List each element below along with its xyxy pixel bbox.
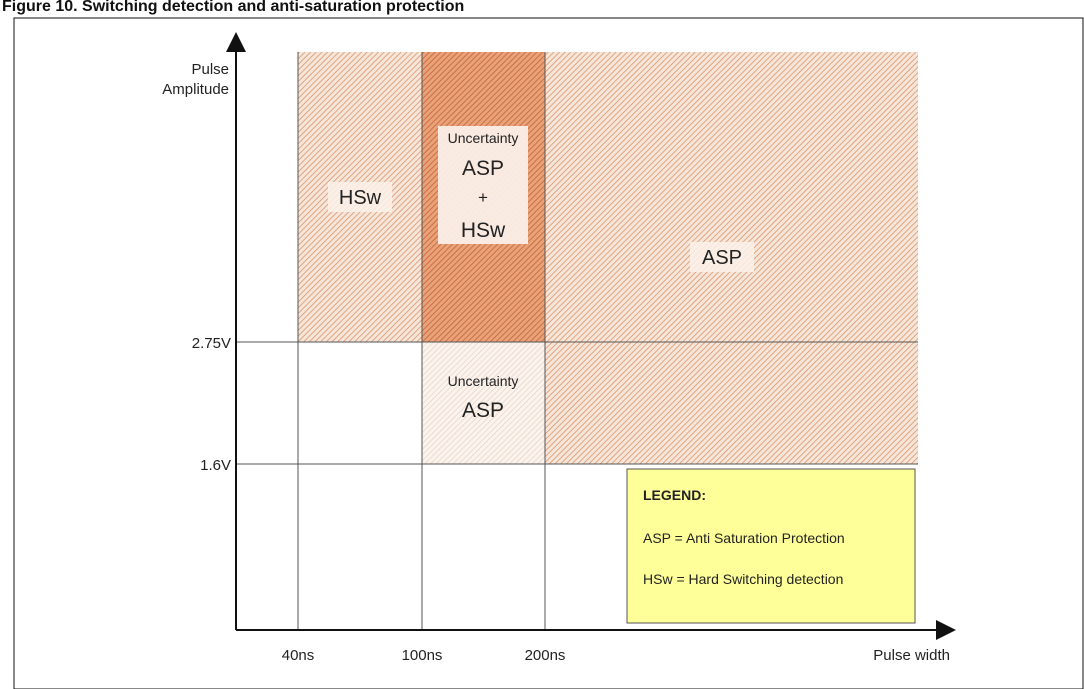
region-uncertainty-asp	[422, 342, 545, 464]
legend-title: LEGEND:	[643, 487, 706, 503]
uncertainty-mid-line1: Uncertainty	[448, 373, 519, 389]
x-tick-label-40ns: 40ns	[282, 647, 315, 664]
figure-title-text: Figure 10. Switching detection and anti-…	[2, 0, 465, 15]
figure-border	[13, 17, 1084, 689]
x-tick-label-100ns: 100ns	[402, 647, 443, 664]
figure-title-fragment: Figure 10. Switching detection and anti-…	[0, 0, 602, 18]
uncertainty-mid-line2: ASP	[462, 399, 504, 422]
legend-box	[626, 468, 916, 624]
region-label-asp: ASP	[702, 247, 742, 269]
uncertainty-top-line3: +	[478, 188, 488, 207]
x-axis-label: Pulse width	[873, 647, 950, 664]
uncertainty-top-line1: Uncertainty	[448, 130, 519, 146]
legend-item-hsw: HSw = Hard Switching detection	[643, 571, 843, 587]
grid-lines	[236, 52, 918, 630]
y-axis-label-line1: Pulse	[191, 61, 229, 78]
legend-item-asp: ASP = Anti Saturation Protection	[643, 530, 845, 546]
x-tick-label-200ns: 200ns	[525, 647, 566, 664]
region-asp-lower	[545, 342, 918, 464]
y-tick-label-2-75v: 2.75V	[192, 335, 231, 352]
uncertainty-top-line4: HSw	[461, 219, 506, 242]
uncertainty-top-label-bg	[438, 126, 528, 244]
region-label-hsw: HSw	[339, 187, 382, 209]
asp-label-bg	[690, 242, 754, 272]
hsw-label-bg	[328, 182, 392, 212]
uncertainty-top-line2: ASP	[462, 157, 504, 180]
y-axis-label-line2: Amplitude	[162, 81, 229, 98]
region-asp-upper	[545, 52, 918, 342]
y-tick-label-1-6v: 1.6V	[200, 457, 231, 474]
